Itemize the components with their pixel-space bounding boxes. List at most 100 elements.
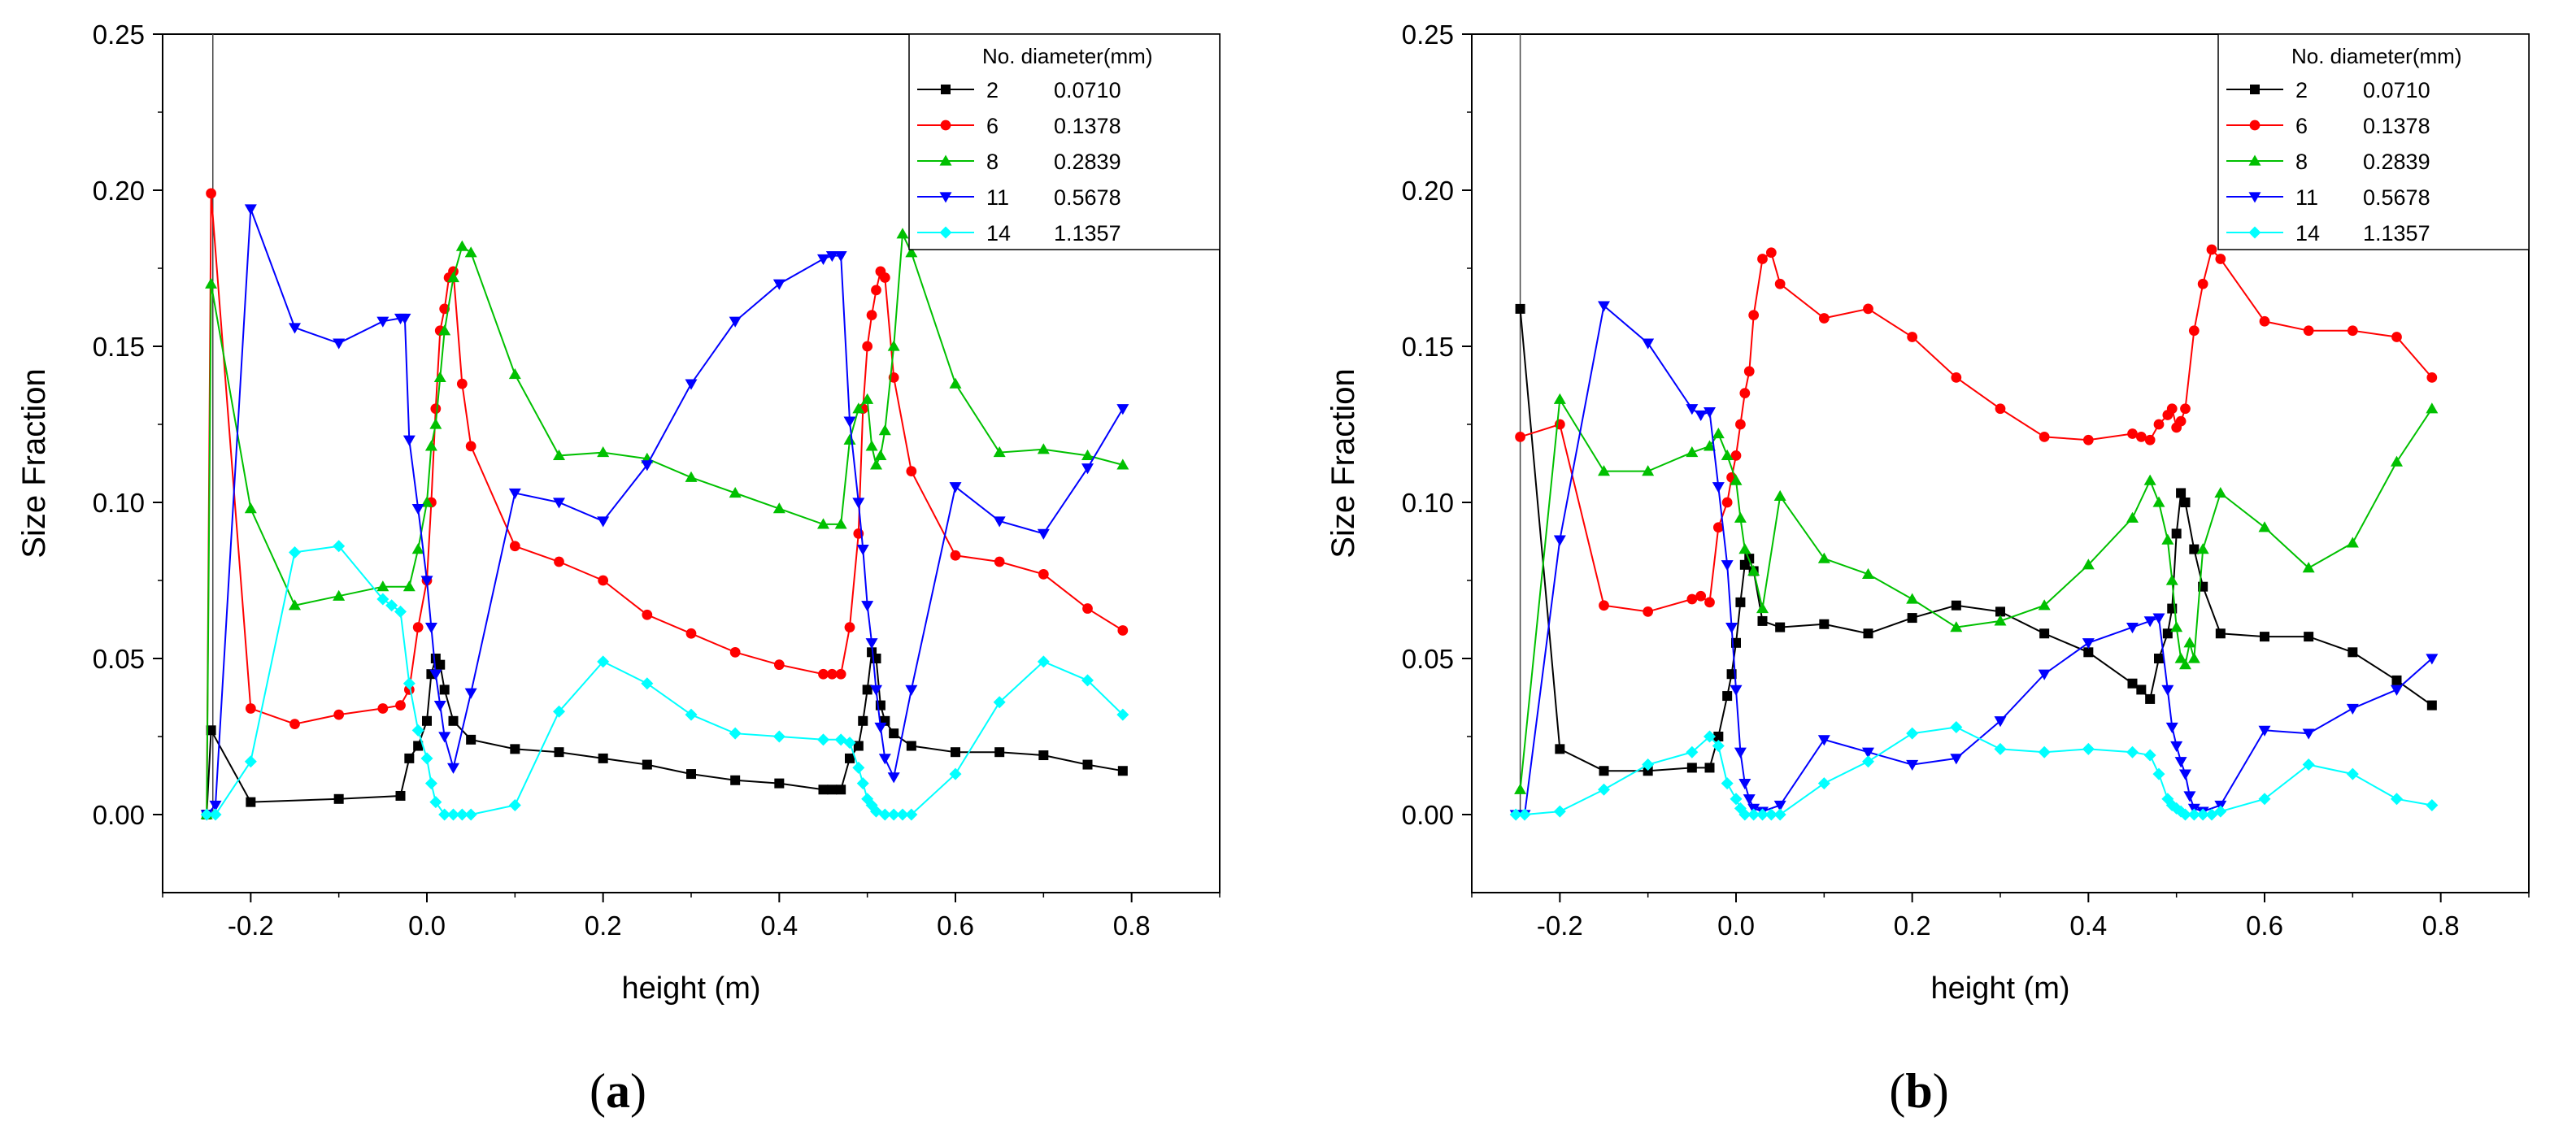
legend-box (908, 33, 1221, 250)
legend-number: 8 (2295, 150, 2308, 174)
data-point (1743, 366, 1755, 377)
y-tick-label: 0.00 (1402, 800, 1454, 830)
data-point (852, 761, 865, 774)
data-point (2165, 722, 2178, 733)
legend-entry: 14 1.1357 (2226, 221, 2430, 246)
legend-number: 11 (986, 185, 1009, 210)
data-point (2175, 415, 2187, 427)
data-point (896, 228, 909, 239)
data-point (993, 516, 1006, 528)
data-point (1757, 615, 1768, 626)
data-point (685, 471, 698, 482)
data-point (1515, 303, 1525, 314)
data-point (2179, 658, 2191, 670)
x-tick-label: 0.2 (1894, 911, 1931, 941)
data-point (510, 744, 520, 754)
data-point (2348, 647, 2358, 658)
data-point (1704, 407, 1716, 419)
data-point (1743, 794, 1756, 806)
plot-area (1509, 34, 2439, 821)
data-point (949, 767, 962, 780)
x-tick-label: 0.4 (760, 911, 798, 941)
data-point (2039, 431, 2050, 442)
data-point (826, 668, 838, 680)
legend-diameter: 0.2839 (1054, 150, 1121, 174)
data-point (2127, 428, 2138, 439)
data-point (852, 498, 865, 509)
data-point (1907, 332, 1918, 342)
data-point (825, 251, 838, 263)
legend-box (2217, 33, 2530, 250)
data-point (878, 424, 891, 436)
data-point (2161, 685, 2174, 696)
x-tick-label: 0.8 (2422, 911, 2460, 941)
data-point (554, 747, 564, 758)
data-point (464, 246, 477, 258)
data-point (429, 669, 442, 680)
data-point (598, 753, 608, 763)
series-line (1519, 308, 2433, 772)
legend-header: No. diameter(mm) (982, 44, 1152, 68)
data-point (2302, 728, 2315, 740)
data-point (2426, 372, 2438, 383)
data-point (1730, 474, 1743, 485)
data-point (433, 371, 446, 383)
y-tick-label: 0.20 (1402, 176, 1454, 206)
x-tick-label: -0.2 (228, 911, 274, 941)
series-2 (1515, 303, 2437, 776)
data-point (1734, 511, 1747, 523)
data-point (2176, 488, 2187, 498)
data-point (289, 323, 301, 334)
data-point (906, 466, 917, 476)
x-axis-label: height (m) (1930, 971, 2069, 1006)
data-point (1642, 465, 1655, 476)
data-point (2214, 805, 2227, 818)
data-point (2302, 758, 2315, 771)
data-point (411, 543, 424, 554)
data-point (1081, 674, 1094, 687)
data-point (1734, 747, 1747, 758)
y-tick-label: 0.05 (93, 644, 145, 674)
data-point (834, 251, 847, 263)
data-point (1553, 805, 1566, 818)
data-point (289, 599, 301, 611)
data-point (1739, 388, 1751, 398)
data-point (377, 703, 389, 714)
data-point (1951, 372, 1962, 383)
data-point (508, 798, 521, 811)
data-point (1995, 403, 2006, 415)
data-point (1598, 783, 1610, 796)
y-tick-label: 0.05 (1402, 644, 1454, 674)
data-point (2179, 808, 2191, 821)
data-point (2391, 332, 2402, 342)
data-point (1686, 593, 1698, 605)
legend-number: 14 (986, 221, 1011, 246)
y-tick-label: 0.00 (93, 800, 145, 830)
data-point (685, 379, 698, 390)
y-tick-label: 0.25 (1402, 20, 1454, 50)
data-point (424, 622, 437, 634)
data-point (2161, 533, 2174, 545)
data-point (402, 580, 416, 592)
panel-label-close: ) (630, 1064, 646, 1118)
data-point (856, 777, 869, 790)
data-point (1756, 602, 1769, 614)
data-point (1950, 720, 1963, 733)
x-tick-label: -0.2 (1537, 911, 1583, 941)
data-point (411, 504, 424, 515)
data-point (509, 541, 520, 552)
data-point (2215, 628, 2226, 639)
data-point (2187, 652, 2200, 663)
data-point (1862, 747, 1874, 758)
data-point (422, 715, 432, 726)
data-point (862, 685, 872, 695)
data-point (2391, 455, 2403, 467)
data-point (289, 719, 300, 730)
series-line (1516, 304, 2433, 815)
data-point (424, 777, 437, 790)
legend-marker (939, 192, 952, 203)
data-point (395, 700, 406, 711)
legend-marker (939, 226, 952, 239)
data-point (553, 449, 565, 461)
data-point (456, 378, 468, 389)
